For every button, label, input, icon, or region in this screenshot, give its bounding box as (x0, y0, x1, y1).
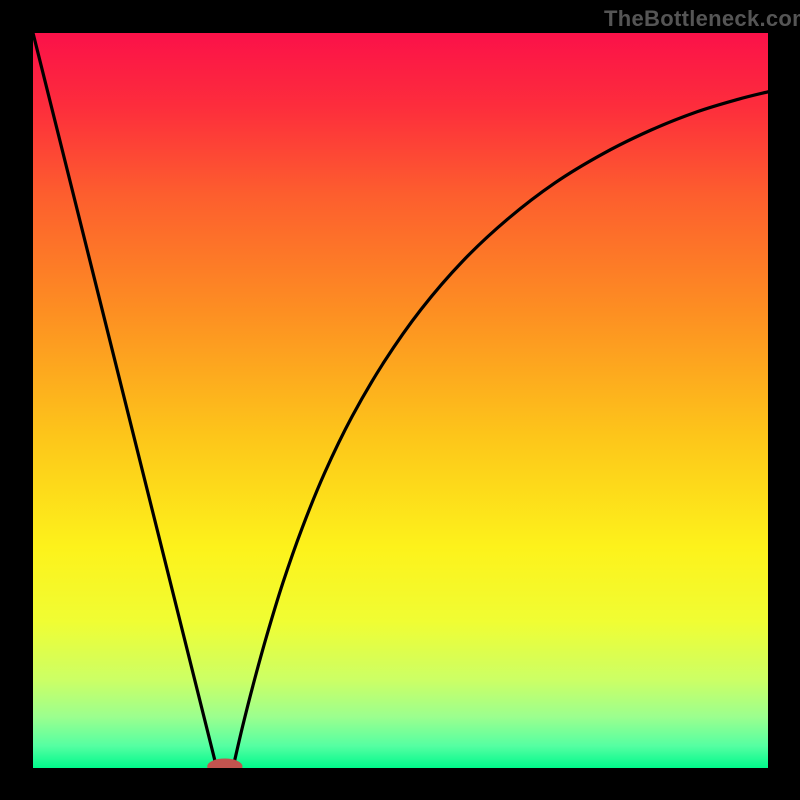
watermark-label: TheBottleneck.com (604, 6, 800, 32)
bottleneck-chart (33, 33, 768, 768)
chart-svg (33, 33, 768, 768)
chart-background (33, 33, 768, 768)
